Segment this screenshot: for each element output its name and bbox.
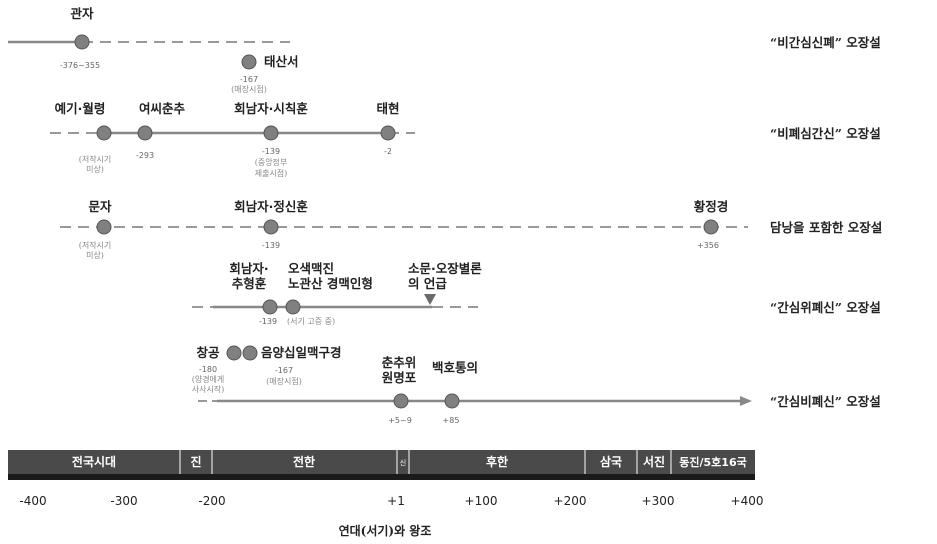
event-note: 제출시점) [255,168,288,178]
row-label: “비간심신폐” 오장설 [770,35,881,50]
event-year: -293 [136,151,154,160]
event-marker [263,125,279,141]
row-label: “비폐심간신” 오장설 [770,126,881,141]
event-year: +356 [697,241,719,250]
event-marker [137,125,153,141]
event-label: 회남자· [229,261,268,276]
event-year: -139 [259,317,277,326]
event-marker [96,125,112,141]
event-note: 미상) [86,250,104,260]
event-note: (양경에게 [192,374,225,384]
event-year: -2 [384,147,392,156]
event-year: +5~9 [388,416,412,425]
tick-label: +200 [554,494,587,508]
event-label: 태산서 [264,54,299,69]
event-marker [393,393,409,409]
event-marker [703,219,719,235]
event-label: 추형훈 [232,276,267,291]
event-note: (매장시점) [231,84,267,94]
tick-label: +1 [387,494,405,508]
era-bar-base [8,474,755,480]
event-label: 의 언급 [408,276,447,291]
row-3: 문자 (저작시기 미상) 회남자·정신훈 -139 황정경 +356 담낭을 포… [60,199,882,260]
era-label: 전한 [293,454,315,469]
era-label: 신 [400,458,406,467]
event-label: 황정경 [694,199,729,214]
event-marker [226,345,242,361]
row-5: 창공 -180 (양경에게 사사시작) 음양십일맥구경 -167 (매장시점) … [192,345,881,425]
era-bar-background [8,450,755,474]
event-label: 원명포 [382,370,417,385]
row-1: 관자 -376~355 태산서 -167 (매장시점) “비간심신폐” 오장설 [8,6,881,94]
tick-label: +400 [731,494,764,508]
event-label: 태현 [376,101,399,116]
event-label: 여씨춘추 [139,101,186,116]
era-label: 진 [190,454,201,469]
event-marker [242,345,258,361]
tick-label: -200 [198,494,225,508]
event-year: -139 [262,241,280,250]
event-label: 회남자·정신훈 [234,199,308,214]
event-triangle-marker [424,294,436,305]
event-year: -167 [275,366,293,375]
row-label: “간심위폐신” 오장설 [770,300,881,315]
event-label: 관자 [70,6,94,21]
tick-label: +300 [642,494,675,508]
event-marker [262,299,278,315]
event-label: 문자 [88,199,112,214]
event-note: 사사시작) [192,384,225,394]
row-2: 예기·월령 (저작시기 미상) 여씨춘추 -293 회남자·시칙훈 -139 (… [50,101,881,178]
arrow-head [740,396,752,406]
event-note: (서기 고증 중) [287,317,335,326]
event-label: 노관산 경맥인형 [288,276,373,291]
event-year: -180 [199,365,217,374]
axis-title: 연대(서기)와 왕조 [339,523,432,538]
event-year: -376~355 [60,61,100,70]
event-marker [285,299,301,315]
row-4: 회남자· 추형훈 -139 오색맥진 노관산 경맥인형 (서기 고증 중) 소문… [192,261,881,326]
event-note: (저작시기 [79,154,112,164]
event-marker [263,219,279,235]
event-note: (중앙정부 [255,157,288,167]
tick-label: -400 [19,494,46,508]
event-note: (매장시점) [266,376,302,386]
era-bar: 전국시대 진 전한 신 후한 삼국 서진 동진/5호16국 [8,450,755,480]
event-note: 미상) [86,164,104,174]
axis-ticks: -400 -300 -200 +1 +100 +200 +300 +400 [19,494,763,508]
event-label: 백호통의 [432,360,478,375]
event-marker [380,125,396,141]
row-label: “간심비폐신” 오장설 [770,394,881,409]
event-marker [74,34,90,50]
event-label: 춘추위 [382,355,417,370]
row-label: 담낭을 포함한 오장설 [770,220,882,235]
era-label: 서진 [643,454,665,469]
event-marker [444,393,460,409]
event-marker [96,219,112,235]
event-label: 예기·월령 [55,101,106,116]
era-label: 전국시대 [72,454,116,469]
era-label: 동진/5호16국 [679,455,746,469]
tick-label: -300 [110,494,137,508]
event-label: 창공 [196,345,220,360]
era-label: 삼국 [600,454,622,469]
event-year: -167 [240,75,258,84]
event-year: -139 [262,147,280,156]
event-label: 소문·오장별론 [408,261,482,276]
event-label: 오색맥진 [288,261,334,276]
event-label: 음양십일맥구경 [261,345,342,360]
event-marker [241,54,257,70]
tick-label: +100 [465,494,498,508]
event-label: 회남자·시칙훈 [234,101,308,116]
era-label: 후한 [486,454,508,469]
event-note: (저작시기 [79,240,112,250]
event-year: +85 [443,416,460,425]
